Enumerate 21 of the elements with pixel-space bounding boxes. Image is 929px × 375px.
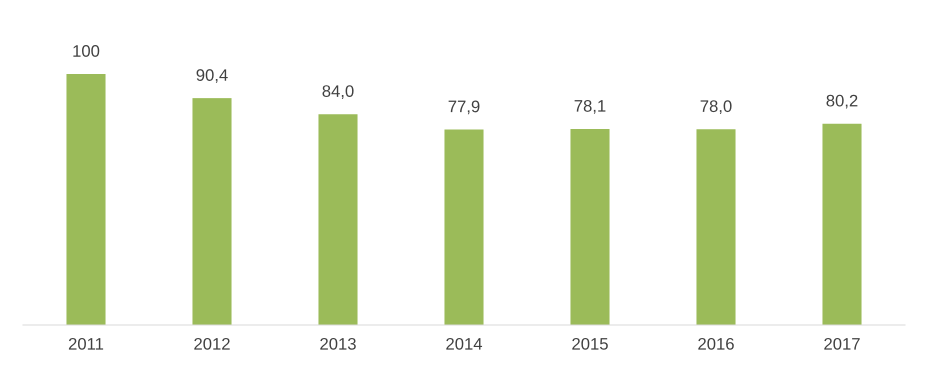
data-label: 78,0 — [700, 100, 732, 114]
bar — [192, 98, 232, 325]
bar — [570, 128, 610, 325]
x-tick-label: 2014 — [446, 338, 482, 350]
data-label: 78,1 — [574, 100, 606, 114]
data-label: 90,4 — [196, 69, 228, 83]
bar — [318, 114, 358, 325]
x-tick-label: 2012 — [194, 338, 230, 350]
bar — [822, 124, 862, 325]
x-tick-label: 2013 — [320, 338, 356, 350]
data-label: 84,0 — [322, 85, 354, 99]
data-label: 80,2 — [826, 94, 858, 109]
bar — [66, 74, 106, 325]
x-tick-label: 2011 — [68, 338, 104, 350]
x-tick-label: 2016 — [698, 338, 734, 350]
data-label: 100 — [73, 45, 100, 57]
data-label: 77,9 — [448, 100, 480, 114]
x-tick-label: 2017 — [824, 338, 860, 350]
bar — [696, 129, 736, 325]
x-tick-label: 2015 — [572, 338, 608, 350]
bar — [444, 130, 484, 325]
